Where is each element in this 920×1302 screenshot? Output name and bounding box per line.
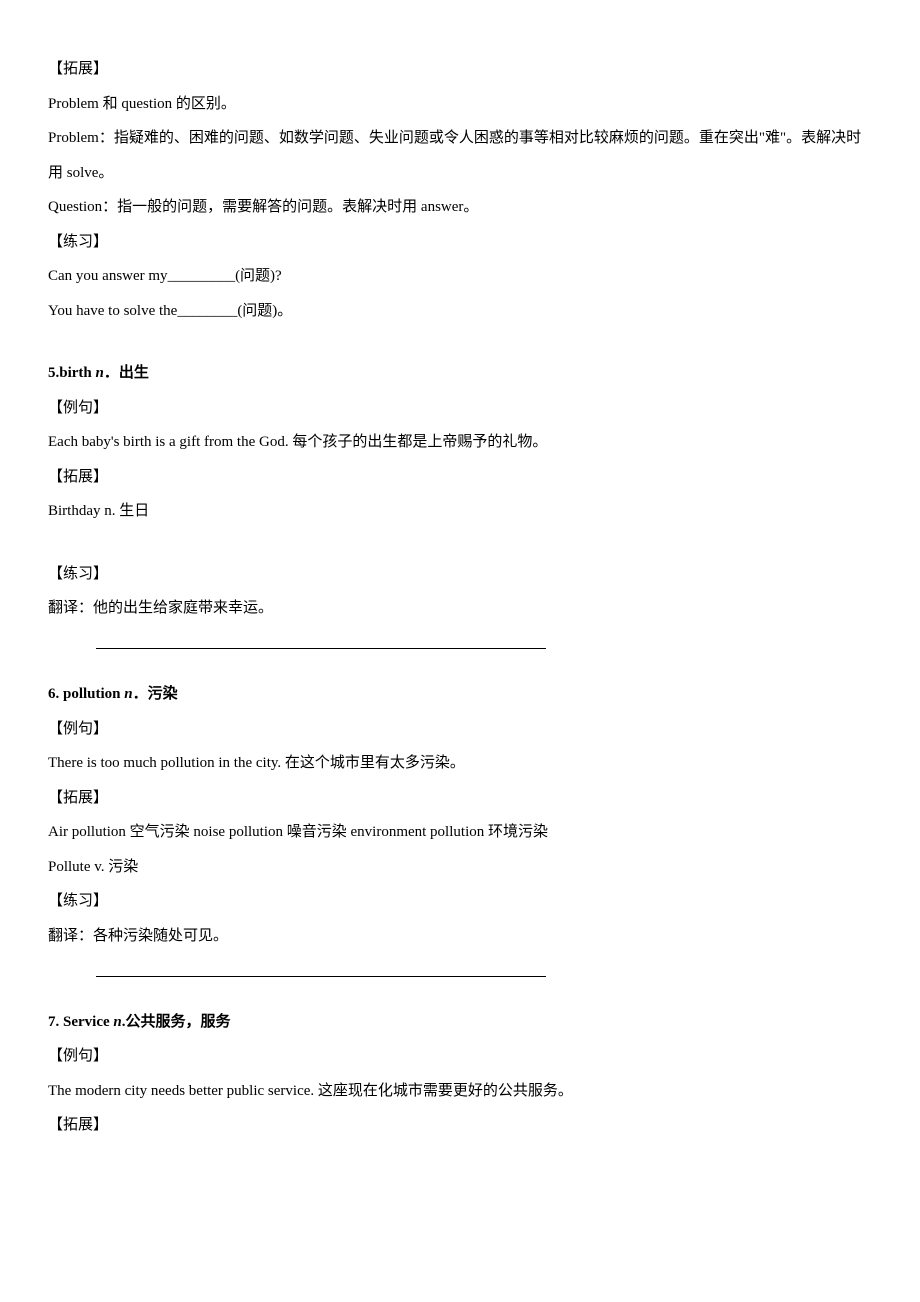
practice-post: (问题)。: [237, 303, 292, 319]
section-heading: 7. Service n.公共服务，服务: [48, 1005, 872, 1040]
heading-pos: n: [124, 686, 132, 702]
practice-line: Can you answer my_________(问题)?: [48, 259, 872, 294]
expand-label: 【拓展】: [48, 52, 872, 87]
heading-pre: 6. pollution: [48, 686, 124, 702]
answer-blank-line: [96, 626, 546, 650]
example-line: The modern city needs better public serv…: [48, 1074, 872, 1109]
practice-blank: _________: [168, 268, 236, 284]
expand-line: Air pollution 空气污染 noise pollution 噪音污染 …: [48, 815, 872, 850]
section-heading: 6. pollution n．污染: [48, 677, 872, 712]
expand-label: 【拓展】: [48, 781, 872, 816]
practice-post: (问题)?: [235, 268, 282, 284]
expand-line: Question：指一般的问题，需要解答的问题。表解决时用 answer。: [48, 190, 872, 225]
heading-pre: 7. Service: [48, 1014, 113, 1030]
expand-label: 【拓展】: [48, 460, 872, 495]
practice-label: 【练习】: [48, 884, 872, 919]
practice-blank: ________: [177, 303, 237, 319]
example-line: There is too much pollution in the city.…: [48, 746, 872, 781]
practice-line: 翻译：他的出生给家庭带来幸运。: [48, 591, 872, 626]
expand-line: Problem：指疑难的、困难的问题、如数学问题、失业问题或令人困惑的事等相对比…: [48, 121, 872, 190]
expand-line: Pollute v. 污染: [48, 850, 872, 885]
heading-pos: n: [96, 365, 104, 381]
practice-pre: You have to solve the: [48, 303, 177, 319]
expand-label: 【拓展】: [48, 1108, 872, 1143]
practice-label: 【练习】: [48, 225, 872, 260]
heading-post: ．污染: [133, 686, 178, 702]
example-line: Each baby's birth is a gift from the God…: [48, 425, 872, 460]
example-label: 【例句】: [48, 391, 872, 426]
practice-label: 【练习】: [48, 557, 872, 592]
practice-line: You have to solve the________(问题)。: [48, 294, 872, 329]
heading-pos: n: [113, 1014, 121, 1030]
practice-line: 翻译：各种污染随处可见。: [48, 919, 872, 954]
heading-post: ．出生: [104, 365, 149, 381]
expand-line: Birthday n. 生日: [48, 494, 872, 529]
practice-pre: Can you answer my: [48, 268, 168, 284]
heading-post: .公共服务，服务: [122, 1014, 231, 1030]
example-label: 【例句】: [48, 712, 872, 747]
section-heading: 5.birth n．出生: [48, 356, 872, 391]
heading-pre: 5.birth: [48, 365, 96, 381]
answer-blank-line: [96, 953, 546, 977]
example-label: 【例句】: [48, 1039, 872, 1074]
expand-line: Problem 和 question 的区别。: [48, 87, 872, 122]
